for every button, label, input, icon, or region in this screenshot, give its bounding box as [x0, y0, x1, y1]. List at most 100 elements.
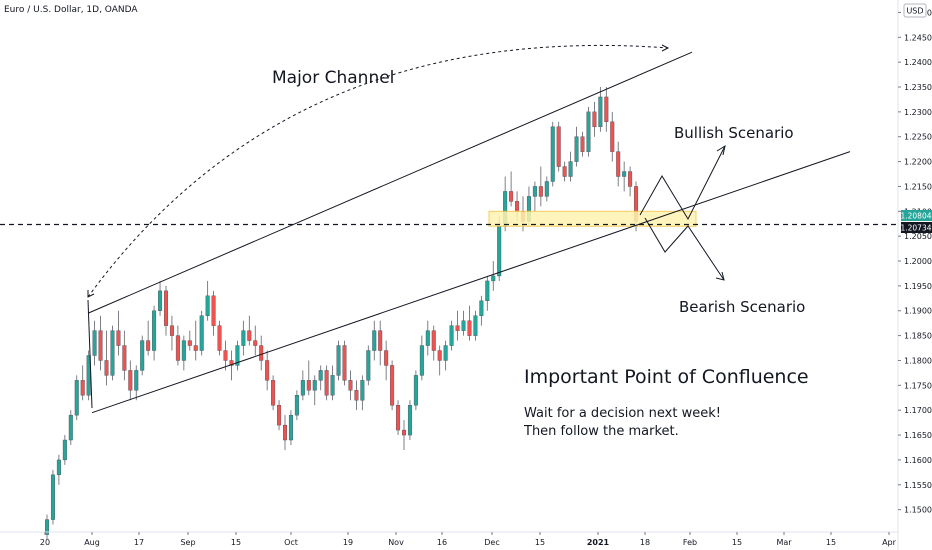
candle-body: [437, 350, 442, 361]
candle-body: [407, 405, 412, 436]
candle-body: [74, 380, 79, 416]
candle-body: [509, 191, 514, 202]
candle-body: [110, 330, 115, 376]
candle-body: [455, 325, 460, 331]
candle: [443, 340, 448, 371]
bearish-path: [644, 217, 725, 281]
time-tick-label: Oct: [284, 538, 298, 547]
candle: [175, 325, 180, 366]
candle-body: [610, 121, 615, 152]
time-tick-label: 20: [40, 538, 50, 547]
candle-body: [538, 186, 543, 197]
price-badge-line-label: 1.20734: [900, 224, 931, 233]
candle: [604, 87, 609, 132]
time-tick-label: 2021: [587, 538, 610, 547]
candle-body: [592, 111, 597, 127]
time-tick-label: Aug: [84, 538, 100, 547]
candle-body: [431, 330, 436, 351]
candles: [45, 87, 639, 540]
candle: [556, 121, 561, 172]
candle: [485, 275, 490, 311]
candle-body: [604, 96, 609, 123]
candle: [378, 320, 383, 366]
price-tick-label: 1.24000: [904, 58, 932, 67]
candle: [419, 335, 424, 381]
price-tick-label: 1.19000: [904, 307, 932, 316]
candle: [247, 315, 252, 346]
candle-body: [98, 330, 103, 361]
candle: [223, 340, 228, 371]
candle-body: [598, 96, 603, 127]
candle: [407, 400, 412, 441]
price-tick-label: 1.23500: [904, 83, 932, 92]
candle-body: [140, 340, 145, 371]
candle: [336, 340, 341, 381]
price-tick-label: 1.20000: [904, 257, 932, 266]
candle-body: [574, 136, 579, 162]
candle-body: [50, 474, 55, 520]
price-tick-label: 1.23000: [904, 108, 932, 117]
candle: [98, 315, 103, 371]
candle-body: [300, 380, 305, 396]
candle-body: [146, 340, 151, 351]
candle: [253, 325, 258, 356]
candle-body: [253, 340, 258, 346]
arc-arrow-left: [87, 290, 95, 298]
candle-body: [348, 380, 353, 391]
time-axis: 20 Aug 17 Sep 15 Oct 19 Nov 16 Dec 15 2021 18 Feb 15 Ma…: [0, 531, 898, 547]
candle-body: [152, 310, 157, 351]
major-channel-label: Major Channel: [272, 68, 394, 88]
candle: [324, 365, 329, 401]
candle-body: [413, 375, 418, 406]
candle: [235, 340, 240, 371]
candle-body: [80, 380, 85, 396]
candle-body: [473, 315, 478, 336]
price-tick-label: 1.18500: [904, 332, 932, 341]
candle-body: [491, 275, 496, 282]
candle: [610, 111, 615, 162]
candle-body: [485, 280, 490, 302]
time-tick-label: 15: [231, 538, 241, 547]
candle-body: [247, 330, 252, 341]
time-tick-label: 19: [343, 538, 353, 547]
candle: [74, 375, 79, 421]
candle: [431, 325, 436, 361]
candle: [259, 335, 264, 371]
candle-body: [187, 340, 192, 346]
price-tick-label: 1.18000: [904, 356, 932, 365]
candle: [104, 330, 109, 386]
candle-body: [544, 181, 549, 197]
currency-badge[interactable]: USD: [903, 3, 927, 18]
time-tick-label: Dec: [484, 538, 499, 547]
candle-body: [461, 320, 466, 331]
candle: [413, 370, 418, 411]
channel-start-edge: [87, 299, 93, 409]
candle: [622, 161, 627, 192]
candle-body: [92, 330, 97, 356]
price-tick-label: 1.24500: [904, 33, 932, 42]
candle: [122, 330, 127, 381]
candle-body: [378, 330, 383, 351]
candle: [479, 295, 484, 326]
time-tick-label: Nov: [388, 538, 404, 547]
candle: [467, 305, 472, 341]
note-line-1: Wait for a decision next week!: [524, 406, 721, 421]
candle: [449, 320, 454, 351]
candle: [550, 121, 555, 187]
candle-body: [235, 345, 240, 366]
candle: [306, 360, 311, 396]
candle: [532, 181, 537, 212]
candle: [574, 126, 579, 167]
candle-body: [515, 201, 520, 212]
candle-body: [580, 136, 585, 152]
candle: [491, 261, 496, 291]
candle-body: [336, 345, 341, 376]
price-tick-label: 1.16000: [904, 456, 932, 465]
candle-body: [241, 330, 246, 346]
price-tick-label: 1.22000: [904, 158, 932, 167]
candle: [288, 410, 293, 445]
price-tick-label: 1.15500: [904, 481, 932, 490]
candle-body: [366, 350, 371, 381]
candle: [360, 375, 365, 411]
